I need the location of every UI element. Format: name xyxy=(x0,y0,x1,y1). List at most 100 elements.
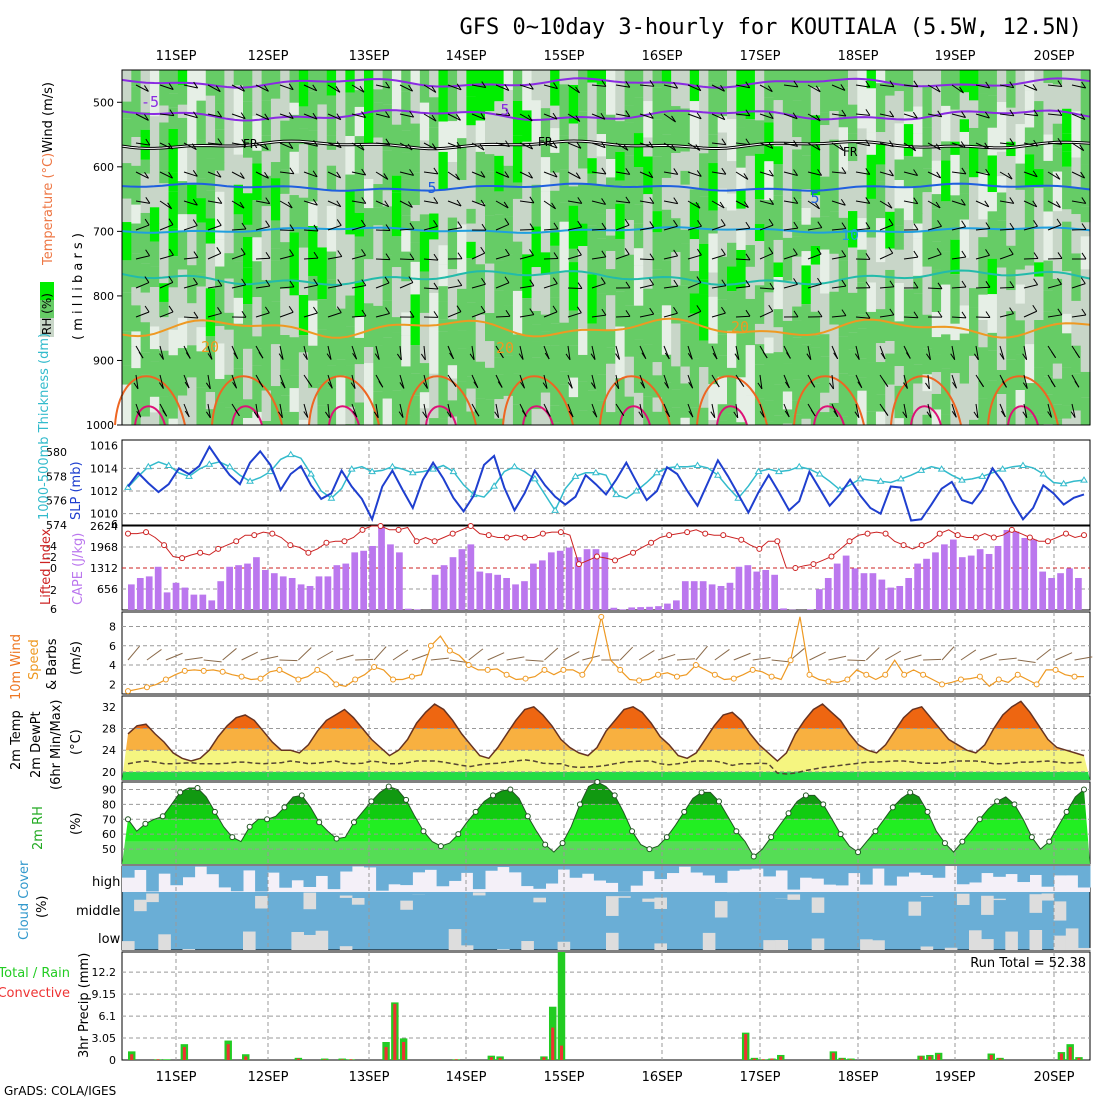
lifted-index-line xyxy=(125,523,1087,571)
wind-barb xyxy=(999,171,1013,180)
rh-cell xyxy=(317,104,328,149)
wind-barb-flag xyxy=(926,411,932,418)
wind-speed-line-marker xyxy=(787,657,794,664)
wind-barb-flag xyxy=(762,351,768,359)
wind-barb-flag xyxy=(217,138,223,145)
rh-cell xyxy=(624,155,635,189)
rh-cell xyxy=(252,200,263,238)
rh-cell xyxy=(438,371,449,419)
thickness-line-marker xyxy=(307,470,315,477)
lifted-index-line xyxy=(128,525,1085,569)
rh-cell xyxy=(270,356,281,387)
rh-cell xyxy=(196,178,207,199)
surface-wind-barb xyxy=(468,648,484,661)
wind-barb-flag xyxy=(193,111,198,118)
wind-barb xyxy=(639,113,654,119)
cloud-high-cell xyxy=(472,866,486,890)
wind-barb-flag xyxy=(1032,170,1038,178)
wind-barb xyxy=(807,227,822,231)
wind-barb xyxy=(879,252,893,260)
thickness-line-marker xyxy=(591,468,600,476)
rh-cell xyxy=(1071,111,1082,158)
rh-cell xyxy=(903,155,914,188)
surface-wind-barb xyxy=(638,650,655,661)
rh-cell xyxy=(987,332,998,351)
rh-cell xyxy=(699,126,709,154)
wind-speed-line-marker xyxy=(655,671,662,678)
rh-cell xyxy=(727,242,737,267)
rh-cell xyxy=(1043,311,1054,349)
wind-speed-line-marker xyxy=(446,647,453,654)
cape-bar xyxy=(449,557,457,610)
rh-cell xyxy=(196,139,207,179)
wind-barb xyxy=(159,254,174,260)
rh-cell xyxy=(466,376,477,389)
wind-barb xyxy=(159,224,174,231)
rh-cell xyxy=(764,421,775,425)
wind-barb-flag xyxy=(325,411,330,419)
wind-barb xyxy=(423,84,437,93)
rh-cell xyxy=(550,245,561,298)
cloud-low-cell xyxy=(448,929,462,950)
wind-barb xyxy=(927,253,942,260)
wind-barb xyxy=(279,229,295,232)
rh-cell xyxy=(336,156,346,192)
wind-barb-flag xyxy=(936,171,942,179)
rh-cell xyxy=(922,230,933,267)
wind-barb-flag xyxy=(793,197,799,204)
cloud-middle-cell xyxy=(134,899,147,912)
wind-barb xyxy=(375,171,389,180)
rh-cell xyxy=(559,271,570,323)
rh2m-tick: 50 xyxy=(102,843,116,856)
rh-cell xyxy=(959,131,970,148)
rh-cell xyxy=(373,305,384,346)
rh-cell xyxy=(289,295,300,338)
rh-cell xyxy=(643,257,654,289)
rh-cell xyxy=(950,340,961,374)
wind-barb xyxy=(495,254,510,260)
thickness-line-marker xyxy=(449,467,458,475)
rh-cell xyxy=(606,70,616,115)
rh-cell xyxy=(308,91,319,131)
wind-barb-flag xyxy=(625,310,631,317)
wind-barb-flag xyxy=(469,353,475,361)
wind-barb-flag xyxy=(745,280,751,287)
wind-barb-flag xyxy=(168,142,174,150)
wind-barb xyxy=(231,200,245,209)
wind-barb xyxy=(975,254,990,260)
wind-barb xyxy=(639,142,654,149)
wind-barb-flag xyxy=(185,352,191,359)
cape-bar xyxy=(190,594,198,610)
wind-barb-flag xyxy=(1081,223,1087,230)
wind-barb xyxy=(1071,314,1086,318)
cape-tick: 1312 xyxy=(90,562,118,575)
wind-barb xyxy=(927,113,942,118)
wind-barb-flag xyxy=(480,171,486,178)
wind-barb-flag xyxy=(985,111,990,119)
cloud-middle-cell xyxy=(714,901,728,918)
wind-barb-flag xyxy=(625,81,631,88)
thickness-line-marker xyxy=(185,472,193,479)
wind-barb-flag xyxy=(1022,353,1028,361)
wind-barb-flag xyxy=(841,309,847,316)
rh-cell xyxy=(252,336,263,349)
rh-cell xyxy=(717,116,728,133)
wind-barb xyxy=(855,200,870,204)
wind-barb xyxy=(375,313,390,318)
rh2m-line-marker xyxy=(194,784,201,791)
rh-cell xyxy=(122,70,132,102)
rh-cell xyxy=(606,158,616,178)
cape-bar xyxy=(762,569,770,610)
rh-cell xyxy=(550,128,561,153)
precip-axis: 12.29.156.13.050 xyxy=(92,966,117,1067)
rh-cell xyxy=(512,116,523,136)
wind-barb xyxy=(471,311,486,318)
lifted-index-line-marker xyxy=(972,534,979,541)
date-label-top: 15SEP xyxy=(544,49,585,64)
rh-cell xyxy=(1024,298,1035,345)
rh-cell xyxy=(261,85,272,101)
wind-barb xyxy=(447,227,462,231)
rh-cell xyxy=(699,243,709,280)
rh-cell xyxy=(317,329,328,358)
